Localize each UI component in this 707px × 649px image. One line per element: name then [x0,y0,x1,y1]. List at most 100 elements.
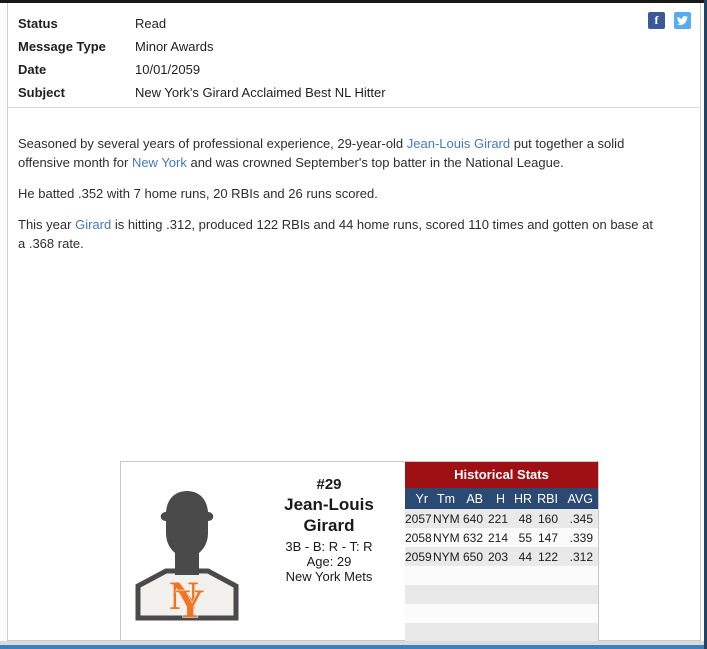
stats-cell: 48 [510,509,537,528]
stats-cell: 160 [537,509,563,528]
stats-column-header: AVG [563,488,598,509]
stats-cell: 122 [537,547,563,566]
player-first-name: Jean-Louis [284,495,374,514]
stats-row: 2059 NYM 650 203 44 122.312 [405,547,598,566]
mets-ny-logo: N Y [169,572,205,623]
header-divider [8,107,700,108]
facebook-share-button[interactable]: f [648,12,665,29]
player-team: New York Mets [285,569,373,584]
stats-cell [460,566,488,585]
player-silhouette-icon: N Y [135,491,239,623]
stats-cell [488,566,510,585]
stats-cell: 214 [488,528,510,547]
stats-column-header: AB [460,488,488,509]
player-info: #29 Jean-Louis Girard 3B - B: R - T: R A… [253,462,405,640]
date-row: Date 10/01/2059 [18,58,700,81]
stats-cell [563,604,598,623]
date-label: Date [18,62,47,77]
window-right-edge [704,0,707,649]
stats-cell [510,623,537,642]
status-row: Status Read [18,12,700,35]
message-panel: Status Read Message Type Minor Awards Date… [7,3,701,642]
body-text: He batted .352 with 7 home runs, 20 RBIs… [18,186,378,201]
inline-link[interactable]: New York [131,155,187,170]
window-bottom-texture [0,641,707,645]
stats-cell [537,585,563,604]
stats-cell [433,623,460,642]
stats-cell: 147 [537,528,563,547]
stats-cell [563,585,598,604]
stats-cell [405,623,433,642]
paragraph: He batted .352 with 7 home runs, 20 RBIs… [18,184,660,203]
inline-link[interactable]: Girard [75,217,112,232]
stats-cell: NYM [433,509,460,528]
inline-link[interactable]: Jean-Louis Girard [406,136,511,151]
stats-cell: 2058 [405,528,433,547]
stats-cell: NYM [433,528,460,547]
date-value: 10/01/2059 [135,62,201,77]
player-position-line: 3B - B: R - T: R [285,539,373,554]
twitter-share-button[interactable] [674,12,691,29]
stats-column-header: RBI [537,488,563,509]
subject-value: New York's Girard Acclaimed Best NL Hitt… [135,85,386,100]
stats-cell: 640 [460,509,488,528]
player-last-name: Girard [303,516,355,535]
stats-cell [488,604,510,623]
stats-cell: NYM [433,547,460,566]
player-photo: N Y [121,462,253,640]
stats-cell [433,604,460,623]
stats-cell [460,623,488,642]
svg-text:N: N [170,573,199,618]
stats-cell: .345 [563,509,598,528]
share-buttons: f [648,12,691,29]
stats-cell [405,604,433,623]
stats-cell [433,566,460,585]
paragraph: This year Girard is hitting .312, produc… [18,215,660,253]
stats-row: 2058 NYM 632 214 55 147.339 [405,528,598,547]
stats-cell [488,623,510,642]
body-text: put together a solid offensive month for [18,136,625,170]
stats-cell [433,585,460,604]
window-bottom-bar [0,645,707,649]
stats-cell: .312 [563,547,598,566]
stats-column-header: H [488,488,510,509]
status-value: Read [135,16,167,31]
stats-cell [537,566,563,585]
body-text: is hitting .312, produced 122 RBIs and 4… [18,217,653,251]
historical-stats-table: Yr Tm AB H HR RBI AVG 2057 NYM 640 221 48 160.345 20… [405,488,598,642]
subject-label: Subject [18,85,65,100]
body-text: This year [18,217,76,232]
stats-cell [563,566,598,585]
stats-empty-row [405,604,598,623]
window-top-edge [0,0,707,3]
stats-cell: 55 [510,528,537,547]
stats-cell: 203 [488,547,510,566]
facebook-icon: f [654,13,659,27]
status-label: Status [18,16,58,31]
stats-cell: 650 [460,547,488,566]
body-text: and was crowned September's top batter i… [186,155,564,170]
stats-cell [563,623,598,642]
stats-empty-row [405,623,598,642]
stats-cell: 44 [510,547,537,566]
stats-cell [537,604,563,623]
stats-empty-row [405,585,598,604]
stats-cell: 632 [460,528,488,547]
twitter-bird-icon [677,16,688,25]
stats-cell: 221 [488,509,510,528]
stats-cell [510,566,537,585]
stats-cell [510,604,537,623]
paragraph: Seasoned by several years of professiona… [18,134,660,172]
message-type-row: Message Type Minor Awards [18,35,700,58]
stats-cell [460,585,488,604]
svg-text:Y: Y [176,581,205,623]
stats-cell [488,585,510,604]
player-card: N Y #29 Jean-Louis Girard 3B - B: R - T:… [120,461,599,642]
historical-stats-title: Historical Stats [405,462,598,488]
stats-column-header: Yr [405,488,433,509]
stats-cell: .339 [563,528,598,547]
stats-column-header: HR [510,488,537,509]
body-text: Seasoned by several years of professiona… [18,136,407,151]
stats-cell: 2057 [405,509,433,528]
